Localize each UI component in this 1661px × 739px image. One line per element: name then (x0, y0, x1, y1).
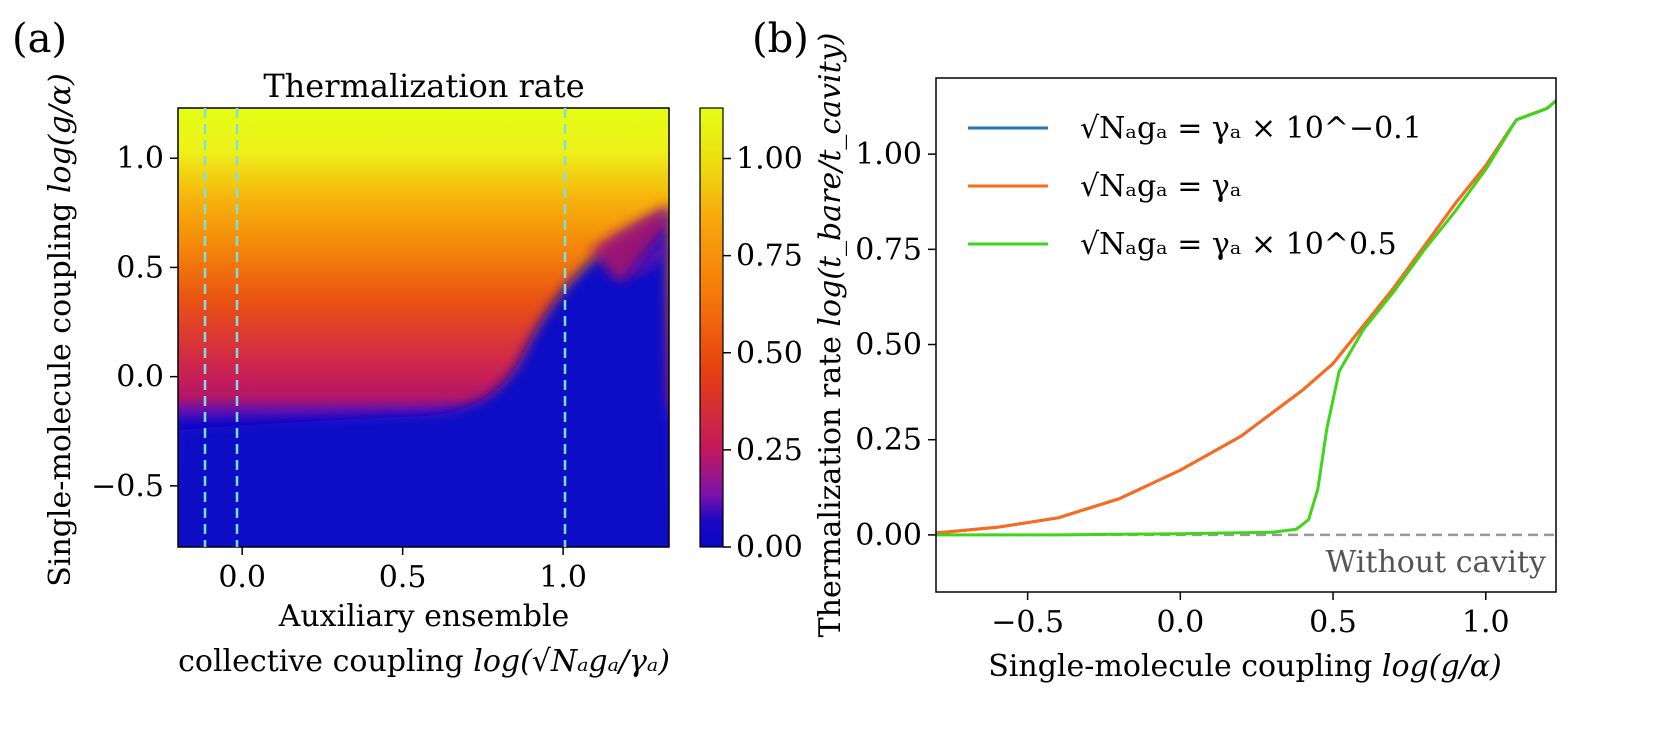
lineplot-background (936, 78, 1556, 592)
lineplot-ylabel-text: Thermalization rate (813, 327, 848, 638)
heatmap-xlabel-line1: Auxiliary ensemble (278, 599, 570, 634)
lineplot-ytick-label: 1.00 (855, 137, 922, 172)
lineplot-ylabel-math: log(t_bare/t_cavity) (813, 33, 848, 327)
lineplot-xlabel-math: log(g/α) (1382, 649, 1502, 684)
lineplot-axes: −0.5 0.0 0.5 1.0 0.00 0.25 0.50 0.75 1.00 (855, 137, 1509, 640)
heatmap-axes: 0.0 0.5 1.0 −0.5 0.0 0.5 1.0 (91, 141, 587, 595)
legend-label-1: √Nₐgₐ = γₐ (1080, 169, 1241, 204)
legend-label-2: √Nₐgₐ = γₐ × 10^0.5 (1080, 227, 1397, 262)
lineplot-xtick-label: 0.0 (1156, 605, 1204, 640)
panel-b-tag: (b) (752, 16, 809, 62)
heatmap (178, 108, 669, 547)
lineplot-ytick-label: 0.25 (855, 423, 922, 458)
lineplot-series (936, 99, 1556, 537)
lineplot-xlabel-text: Single-molecule coupling (988, 649, 1382, 684)
legend-label-0: √Nₐgₐ = γₐ × 10^−0.1 (1080, 111, 1422, 146)
heatmap-xtick-label: 1.0 (539, 560, 587, 595)
series-line-2 (936, 99, 1556, 537)
heatmap-frame (177, 107, 670, 548)
colorbar-tick-label: 0.50 (736, 336, 803, 371)
heatmap-dashed-lines (203, 108, 567, 547)
heatmap-xlabel-line2-text: collective coupling (178, 644, 473, 679)
colorbar-ticks: 0.00 0.25 0.50 0.75 1.00 (723, 142, 803, 565)
lineplot-xtick-label: −0.5 (991, 605, 1064, 640)
lineplot-xtick-label: 1.0 (1462, 605, 1510, 640)
heatmap-xtick-label: 0.5 (379, 560, 427, 595)
panel-a-tag: (a) (12, 16, 67, 62)
lineplot-ylabel: Thermalization rate log(t_bare/t_cavity) (813, 33, 848, 638)
lineplot-xtick-label: 0.5 (1309, 605, 1357, 640)
heatmap-blue-region (178, 210, 669, 547)
heatmap-xtick-label: 0.0 (218, 560, 266, 595)
colorbar-tick-label: 1.00 (736, 142, 803, 177)
colorbar-tick-label: 0.75 (736, 239, 803, 274)
heatmap-ylabel-text: Single-molecule coupling (43, 193, 78, 587)
lineplot-frame (935, 77, 1557, 593)
colorbar-tick-label: 0.00 (736, 530, 803, 565)
heatmap-ytick-label: 1.0 (116, 141, 164, 176)
heatmap-xlabel-line2: collective coupling log(√Nₐgₐ/γₐ) (178, 644, 670, 679)
heatmap-magenta-lobe (590, 205, 669, 281)
heatmap-xlabel-line2-math: log(√Nₐgₐ/γₐ) (473, 644, 670, 679)
lineplot-ytick-label: 0.75 (855, 232, 922, 267)
lineplot-ytick-label: 0.00 (855, 518, 922, 553)
svg-text:Single-molecule coupling log(g: Single-molecule coupling log(g/α) (43, 73, 78, 587)
heatmap-ytick-label: −0.5 (91, 469, 164, 504)
lineplot-xlabel: Single-molecule coupling log(g/α) (988, 649, 1502, 684)
svg-text:Thermalization rate log(t_bare: Thermalization rate log(t_bare/t_cavity) (813, 33, 848, 638)
heatmap-title: Thermalization rate (263, 67, 584, 105)
legend: √Nₐgₐ = γₐ × 10^−0.1 √Nₐgₐ = γₐ √Nₐgₐ = … (968, 111, 1422, 262)
heatmap-ytick-label: 0.5 (116, 250, 164, 285)
lineplot-ytick-label: 0.50 (855, 328, 922, 363)
heatmap-ylabel-math: log(g/α) (43, 73, 78, 193)
heatmap-ytick-label: 0.0 (116, 360, 164, 395)
colorbar-tick-label: 0.25 (736, 433, 803, 468)
heatmap-purple-lobe (625, 235, 669, 276)
heatmap-ylabel: Single-molecule coupling log(g/α) (43, 73, 78, 587)
baseline-label: Without cavity (1326, 545, 1547, 580)
colorbar (699, 107, 724, 548)
